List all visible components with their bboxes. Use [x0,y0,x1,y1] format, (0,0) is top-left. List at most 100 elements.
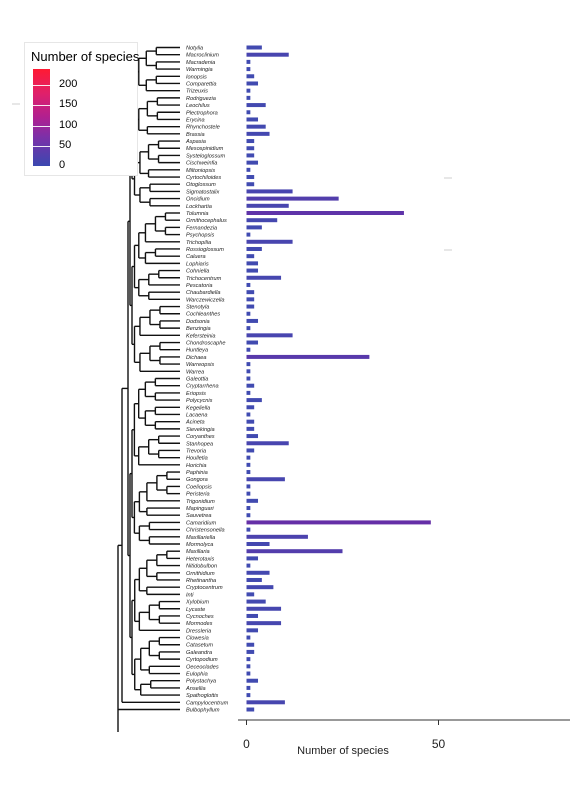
bar-warreopsis [246,362,251,367]
bar-chaubardiella [246,290,255,295]
tip-label-mormolyca: Mormolyca [186,542,213,548]
bar-warrea [246,369,251,374]
bar-notylia [246,45,262,50]
bar-cycnoches [246,613,259,618]
tip-label-trichocentrum: Trichocentrum [186,276,222,282]
tip-label-macroclinium: Macroclinium [186,53,219,59]
tip-label-cyrtochiloides: Cyrtochiloides [186,175,221,181]
bar-lacaena [246,412,251,417]
bar-maxillariella [246,534,308,539]
bar-macroclinium [246,52,289,57]
bar-chondroscaphe [246,340,259,345]
tip-label-cycnoches: Cycnoches [186,614,214,620]
tip-label-stanhopea: Stanhopea [186,441,213,447]
bar-brassia [246,131,270,136]
legend-tickmark-200 [33,85,50,87]
tip-label-sievekingia: Sievekingia [186,427,215,433]
bar-spathoglottis [246,693,251,698]
tip-label-fernandezia: Fernandezia [186,225,217,231]
legend-tick-label-100: 100 [59,118,78,131]
tip-label-kegeliella: Kegeliella [186,405,210,411]
bar-stanhopea [246,441,289,446]
legend-tick-label-150: 150 [59,98,78,111]
tip-label-galeottia: Galeottia [186,377,208,383]
tip-label-polystachya: Polystachya [186,679,216,685]
tip-label-huntleya: Huntleya [186,348,208,354]
tip-label-macradenia: Macradenia [186,60,215,66]
tip-label-warczewiczella: Warczewiczella [186,297,224,303]
tip-label-clowesia: Clowesia [186,636,209,642]
tip-label-maxillariella: Maxillariella [186,535,215,541]
bar-systeloglossum [246,153,255,158]
tip-label-polycycnis: Polycycnis [186,398,213,404]
tip-label-mormodes: Mormodes [186,621,213,627]
bar-warczewiczella [246,297,255,302]
bar-fernandezia [246,225,262,230]
tip-label-kefersteinia: Kefersteinia [186,333,216,339]
tip-label-psychopsis: Psychopsis [186,233,214,239]
bar-horichia [246,462,251,467]
bar-maxillaria [246,549,343,554]
x-tick-label-50: 50 [432,737,446,751]
tip-label-dodsonia: Dodsonia [186,319,210,325]
bar-rhetinantha [246,577,262,582]
color-legend: Number of species 200 150 100 50 0 [24,42,140,176]
tip-label-tolumnia: Tolumnia [186,211,209,217]
tip-label-dichaea: Dichaea [186,355,207,361]
bar-psychopsis [246,232,251,237]
bar-aspasia [246,139,255,144]
tip-label-coeliopsis: Coeliopsis [186,484,212,490]
bar-bulbophyllum [246,707,255,712]
bar-gongora [246,477,285,482]
tip-label-mapinguari: Mapinguari [186,506,214,512]
bar-paphinia [246,470,251,475]
legend-tick-label-0: 0 [59,159,66,171]
bar-xylobium [246,599,266,604]
tip-label-trizeuxis: Trizeuxis [186,89,208,95]
bar-camaridium [246,520,431,525]
tip-label-stenotyla: Stenotyla [186,305,209,311]
x-axis: 0 50 Number of species [238,719,570,757]
legend-tickmark-100 [33,125,50,127]
bar-oncidium [246,196,339,201]
bar-kefersteinia [246,333,293,338]
bar-sauvetrea [246,513,251,518]
tip-label-paphinia: Paphinia [186,470,208,476]
bar-coeliopsis [246,484,251,489]
legend-tick-label-50: 50 [59,138,72,151]
bar-peristeria [246,491,251,496]
tip-label-miltoniopsis: Miltoniopsis [186,168,215,174]
bar-heterotaxis [246,556,259,561]
tip-label-comparettia: Comparettia [186,81,216,87]
bar-stenotyla [246,304,255,309]
tip-label-oncidium: Oncidium [186,197,210,203]
legend-tickmark-0 [33,166,50,167]
bar-ansellia [246,685,251,690]
bar-coryanthes [246,434,259,439]
tip-label-trichopilia: Trichopilia [186,240,211,246]
legend-tickmark-50 [33,145,50,147]
tip-label-erycina: Erycina [186,117,205,123]
tip-label-pescatoria: Pescatoria [186,283,212,289]
bar-tolumnia [246,211,404,215]
tip-label-cischweinfia: Cischweinfia [186,161,217,167]
tip-label-lockhartia: Lockhartia [186,204,212,210]
bar-cyrtochiloides [246,175,255,180]
tip-label-chaubardiella: Chaubardiella [186,290,221,296]
bar-sigmatostalix [246,189,293,194]
tip-label-nitidobulbon: Nitidobulbon [186,564,217,570]
bar-catasetum [246,642,255,647]
bar-campylocentrum [246,700,285,705]
bar-rossioglossum [246,246,262,251]
edge-marks [12,103,452,251]
tip-label-bulbophyllum: Bulbophyllum [186,708,220,714]
bar-mesospinidium [246,146,255,151]
bar-eriopsis [246,390,251,395]
bar-sievekingia [246,426,255,431]
legend-title: Number of species [31,49,140,64]
legend-tick-label-200: 200 [59,78,78,91]
bar-cochleanthes [246,311,251,316]
bar-series [246,45,431,712]
